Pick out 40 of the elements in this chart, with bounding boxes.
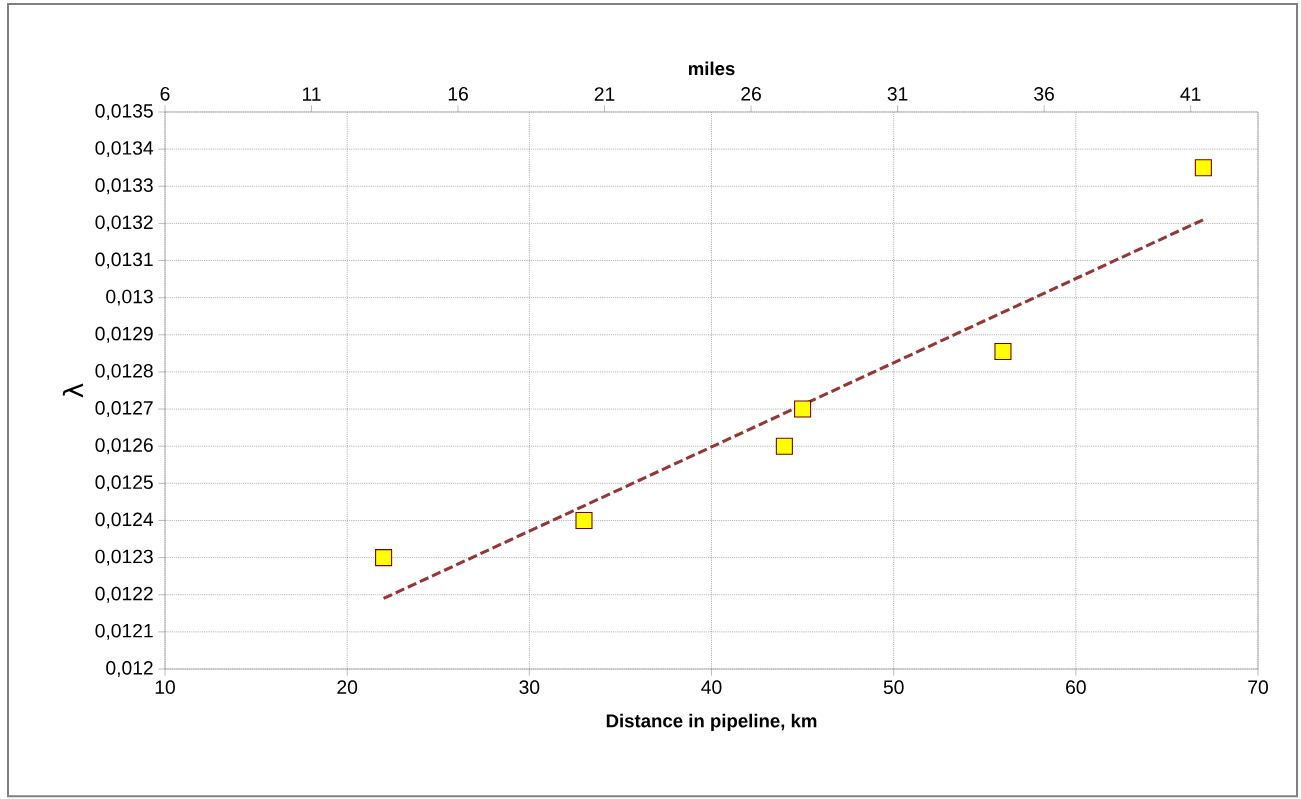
x-tick-label: 10 (155, 680, 175, 694)
x2-tick-label: 26 (741, 86, 761, 101)
x2-tick-label: 11 (302, 87, 321, 101)
point (575, 511, 593, 529)
point (994, 342, 1012, 361)
x2-tick-label: 41 (1180, 87, 1201, 101)
x2-tick-label: 21 (594, 87, 615, 101)
point (375, 549, 393, 567)
x2-tick-label: 31 (887, 86, 908, 101)
point (794, 400, 812, 418)
x2-tick-label: 6 (160, 86, 170, 101)
y-tick-label: 0,013 (106, 289, 153, 306)
y-tick-label: 0,0129 (95, 326, 153, 343)
y-tick-label: 0,0125 (95, 475, 153, 492)
y-tick-label: 0,0133 (95, 178, 153, 195)
y-axis-title: λ (62, 383, 83, 398)
x2-axis-title: miles (688, 61, 735, 76)
y-tick-label: 0,0123 (95, 549, 153, 566)
y-tick-label: 0,0135 (95, 104, 153, 120)
y-tick-label: 0,0131 (95, 252, 153, 269)
x2-tick-label: 16 (448, 86, 468, 101)
x-tick-label: 20 (337, 680, 358, 694)
y-tick-label: 0,0134 (95, 141, 154, 158)
x-tick-label: 70 (1248, 680, 1268, 694)
x-tick-label: 50 (883, 680, 904, 694)
y-tick-label: 0,0124 (95, 512, 154, 529)
x-tick-label: 60 (1066, 680, 1086, 694)
y-tick-label: 0,0121 (95, 623, 153, 640)
y-tick-label: 0,0126 (95, 438, 153, 455)
x-tick-label: 40 (701, 680, 722, 694)
x-tick-label: 30 (519, 680, 540, 694)
y-tick-label: 0,012 (106, 661, 153, 677)
point (775, 437, 793, 455)
y-tick-label: 0,0122 (95, 586, 153, 603)
x2-tick-label: 36 (1034, 86, 1054, 101)
y-tick-label: 0,0132 (95, 215, 153, 232)
y-tick-label: 0,0127 (95, 401, 153, 418)
x-axis-title: Distance in pipeline, km (606, 713, 817, 732)
y-tick-label: 0,0128 (95, 363, 153, 380)
point (1194, 159, 1212, 177)
